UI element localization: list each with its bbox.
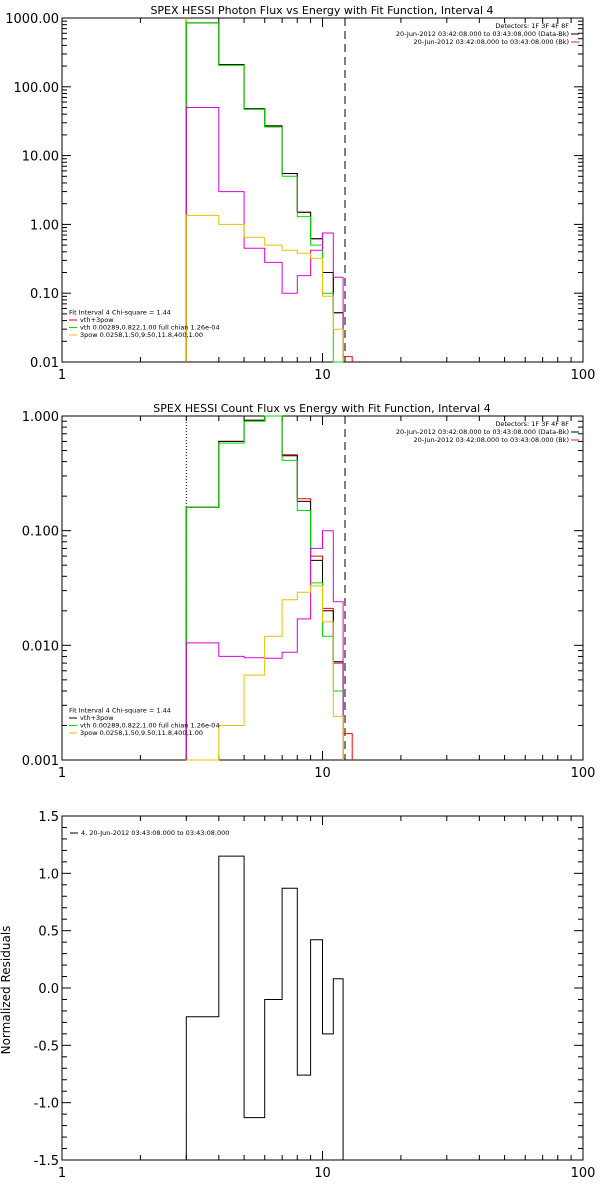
series-orange-line	[185, 214, 344, 362]
photon-flux-title: SPEX HESSI Photon Flux vs Energy with Fi…	[150, 4, 493, 17]
y-tick-label: 1.00	[30, 218, 59, 233]
y-tick-label: 0.001	[22, 754, 59, 769]
x-tick-label: 1	[58, 1166, 66, 1181]
count-flux-chart: SPEX HESSI Count Flux vs Energy with Fit…	[22, 402, 596, 781]
series-black-line	[185, 855, 344, 1160]
y-tick-label: -0.5	[34, 1039, 59, 1054]
legend-entry: vth 0.00289,0.822,1.00 full chian 1.26e-…	[80, 324, 220, 332]
legend-entry: Fit Interval 4 Chi-square = 1.44	[69, 707, 171, 715]
legend-entry: Detectors: 1F 3F 4F 8F	[495, 22, 569, 30]
x-tick-label: 10	[314, 368, 331, 383]
legend-entry: 3pow 0.0258,1.50,9.50,11.8,400,1.00	[80, 331, 203, 339]
y-tick-label: 1000.00	[5, 12, 59, 27]
y-tick-label: -1.0	[34, 1097, 59, 1112]
photon-flux-chart: SPEX HESSI Photon Flux vs Energy with Fi…	[5, 4, 595, 383]
legend-entry: 20-Jun-2012 03:42:08.000 to 03:43:08.000…	[396, 428, 569, 436]
x-tick-label: 10	[314, 766, 331, 781]
series-green-line	[185, 415, 344, 760]
y-tick-label: 0.01	[30, 356, 59, 371]
x-tick-label: 1	[58, 766, 66, 781]
y-tick-label: 1.000	[22, 410, 59, 425]
legend-entry: 3pow 0.0258,1.50,9.50,11.8,400,1.00	[80, 729, 203, 737]
y-tick-label: 0.010	[22, 639, 59, 654]
series-black-line	[185, 415, 344, 760]
legend-entry: 20-Jun-2012 03:42:08.000 to 03:43:08.000…	[396, 30, 569, 38]
y-tick-label: 100.00	[14, 81, 60, 96]
x-tick-label: 100	[571, 368, 596, 383]
x-tick-label: 100	[571, 766, 596, 781]
series-orange-line	[186, 585, 344, 761]
x-tick-label: 100	[571, 1166, 596, 1181]
y-tick-label: 10.00	[22, 150, 59, 165]
count-flux-title: SPEX HESSI Count Flux vs Energy with Fit…	[153, 402, 490, 415]
y-tick-label: 1.0	[38, 867, 59, 882]
legend-entry: vth+3pow	[80, 316, 114, 324]
legend-entry: Fit Interval 4 Chi-square = 1.44	[69, 309, 171, 317]
y-tick-label: 0.10	[30, 287, 59, 302]
series-green-line	[185, 22, 344, 363]
y-tick-label: 0.5	[38, 925, 59, 940]
x-tick-label: 1	[58, 368, 66, 383]
series-red-line	[185, 415, 353, 760]
series-black-line	[185, 22, 344, 362]
y-tick-label: 0.0	[38, 982, 59, 997]
y-tick-label: -1.5	[34, 1154, 59, 1169]
series-red-line	[185, 22, 353, 362]
legend-entry: vth 0.00289,0.822,1.00 full chian 1.26e-…	[80, 722, 220, 730]
series-magenta-line	[185, 530, 344, 760]
y-tick-label: 1.5	[38, 810, 59, 825]
legend-entry: Detectors: 1F 3F 4F 8F	[495, 420, 569, 428]
legend-entry: vth+3pow	[80, 714, 114, 722]
x-tick-label: 10	[314, 1166, 331, 1181]
y-tick-label: 0.100	[22, 525, 59, 540]
legend-entry: 4, 20-Jun-2012 03:43:08.000 to 03:43:08.…	[81, 829, 229, 837]
residuals-ylabel: Normalized Residuals	[0, 926, 13, 1055]
residuals-chart: Normalized Residuals 1 10 100 -1.5 -1.0 -0.5 0…	[0, 810, 595, 1181]
legend-entry: 20-Jun-2012 03:42:08.000 to 03:43:08.000…	[414, 38, 569, 46]
legend-entry: 20-Jun-2012 03:42:08.000 to 03:43:08.000…	[414, 436, 569, 444]
series-magenta-line	[185, 107, 344, 362]
